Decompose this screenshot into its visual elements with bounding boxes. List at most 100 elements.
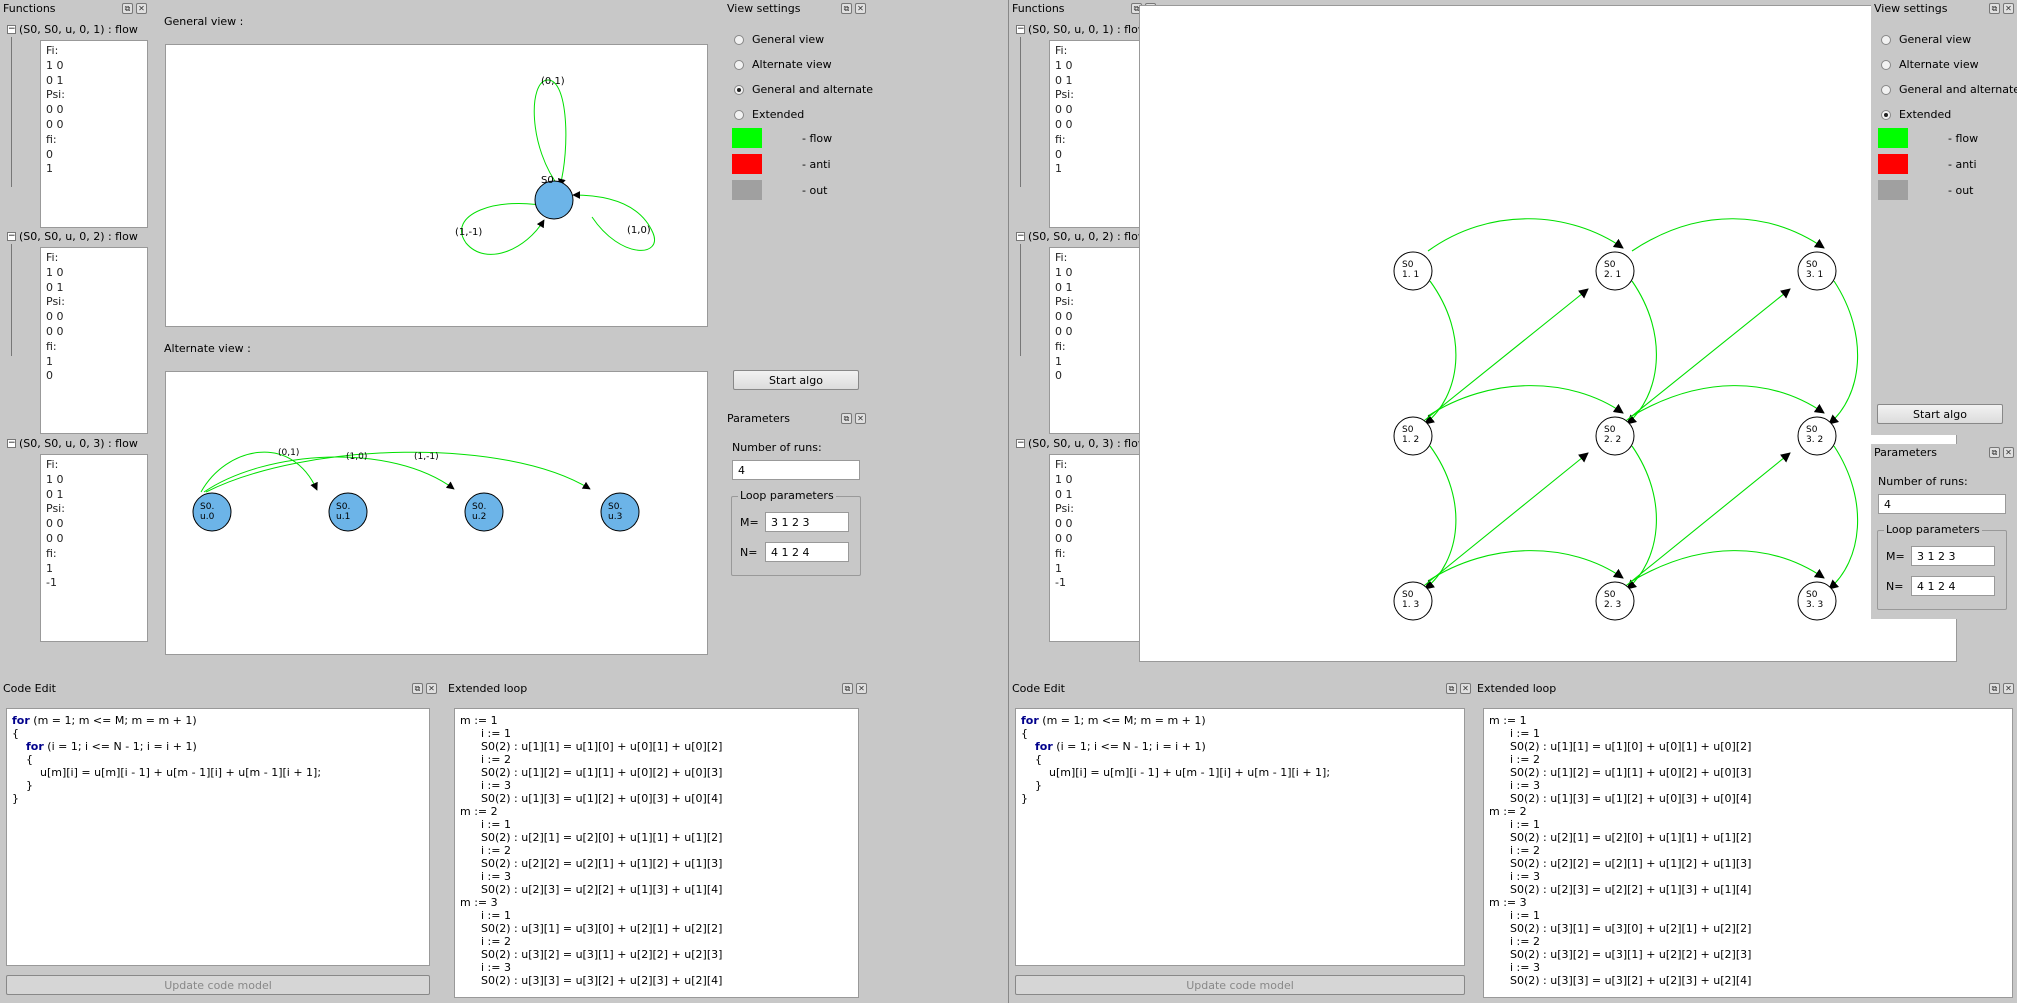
function-header[interactable]: − (S0, S0, u, 0, 1) : flow	[7, 23, 138, 36]
node-sublabel: u.1	[336, 512, 350, 522]
loop-edge-top	[534, 80, 566, 188]
code-edit-dock: Code Edit ⧉ ✕ for (m = 1; m <= M; m = m +…	[1009, 680, 1474, 1003]
collapse-icon[interactable]: −	[1016, 439, 1025, 448]
node-sublabel: 3. 1	[1806, 270, 1823, 280]
edge-13-22	[1420, 453, 1588, 589]
edge-12-21	[1420, 289, 1588, 424]
float-button[interactable]: ⧉	[841, 3, 852, 14]
float-button[interactable]: ⧉	[842, 683, 853, 694]
close-button[interactable]: ✕	[136, 3, 147, 14]
edge-32-33	[1829, 446, 1858, 589]
close-button[interactable]: ✕	[855, 3, 866, 14]
extended-loop-text[interactable]: m := 1 i := 1 S0(2) : u[1][1] = u[1][0] …	[454, 708, 859, 998]
close-button[interactable]: ✕	[2003, 3, 2014, 14]
edge-u0-u2	[204, 457, 454, 492]
m-label: M=	[1886, 550, 1905, 563]
node-sublabel: 3. 3	[1806, 600, 1823, 610]
functions-dock: Functions ⧉✕ −(S0, S0, u, 0, 1) : flow F…	[1009, 0, 1159, 672]
start-algo-button[interactable]: Start algo	[1877, 404, 2003, 424]
n-input[interactable]: 4 1 2 4	[1911, 576, 1995, 596]
functions-dock: Functions ⧉✕ −(S0, S0, u, 0, 1) : flow F…	[0, 0, 150, 672]
start-algo-button[interactable]: Start algo	[733, 370, 859, 390]
n-label: N=	[1886, 580, 1903, 593]
edge-31-32	[1829, 281, 1858, 424]
general-view-label: General view :	[164, 15, 243, 28]
collapse-icon[interactable]: −	[7, 439, 16, 448]
float-button[interactable]: ⧉	[1989, 447, 2000, 458]
general-view-canvas[interactable]: S0 (0,1) (1,-1) (1,0)	[165, 44, 708, 327]
m-input[interactable]: 3 1 2 3	[1911, 546, 1995, 566]
m-input[interactable]: 3 1 2 3	[765, 512, 849, 532]
edge-label: (1,-1)	[414, 452, 439, 462]
extended-loop-text[interactable]: m := 1 i := 1 S0(2) : u[1][1] = u[1][0] …	[1483, 708, 2013, 998]
alternate-view-label: Alternate view :	[164, 342, 251, 355]
close-button[interactable]: ✕	[426, 683, 437, 694]
radio-general-and-alternate[interactable]: General and alternate	[1881, 83, 2017, 96]
collapse-icon[interactable]: −	[1016, 232, 1025, 241]
function-details: Fi: 1 00 1 Psi: 0 00 0 fi: 1 -1	[40, 454, 148, 642]
n-label: N=	[740, 546, 757, 559]
close-button[interactable]: ✕	[856, 683, 867, 694]
radio-icon	[734, 85, 744, 95]
parameters-dock: Parameters ⧉ ✕ Number of runs: 4 Loop par…	[724, 410, 869, 585]
runs-input[interactable]: 4	[1878, 494, 2006, 514]
radio-alternate-view[interactable]: Alternate view	[1881, 58, 1979, 71]
float-button[interactable]: ⧉	[1446, 683, 1457, 694]
code-editor[interactable]: for (m = 1; m <= M; m = m + 1) { for (i …	[1015, 708, 1465, 966]
update-code-model-button[interactable]: Update code model	[1015, 975, 1465, 995]
collapse-icon[interactable]: −	[7, 25, 16, 34]
radio-general-and-alternate[interactable]: General and alternate	[734, 83, 873, 96]
radio-alternate-view[interactable]: Alternate view	[734, 58, 832, 71]
radio-icon	[1881, 60, 1891, 70]
close-button[interactable]: ✕	[2003, 683, 2014, 694]
loop-label-right: (1,0)	[627, 225, 651, 236]
node-label: S0	[1806, 590, 1818, 600]
function-details: Fi: 1 00 1 Psi: 0 00 0 fi: 1 0	[40, 247, 148, 434]
runs-label: Number of runs:	[732, 441, 822, 454]
runs-input[interactable]: 4	[732, 460, 860, 480]
function-header[interactable]: − (S0, S0, u, 0, 3) : flow	[1016, 437, 1147, 450]
float-button[interactable]: ⧉	[1989, 3, 2000, 14]
code-editor[interactable]: for (m = 1; m <= M; m = m + 1) { for (i …	[6, 708, 430, 966]
float-button[interactable]: ⧉	[122, 3, 133, 14]
function-header[interactable]: − (S0, S0, u, 0, 2) : flow	[7, 230, 138, 243]
edge-22-32	[1632, 386, 1824, 416]
radio-general-view[interactable]: General view	[734, 33, 824, 46]
function-header[interactable]: − (S0, S0, u, 0, 3) : flow	[7, 437, 138, 450]
radio-extended[interactable]: Extended	[1881, 108, 1951, 121]
update-code-model-button[interactable]: Update code model	[6, 975, 430, 995]
n-input[interactable]: 4 1 2 4	[765, 542, 849, 562]
collapse-icon[interactable]: −	[1016, 25, 1025, 34]
radio-general-view[interactable]: General view	[1881, 33, 1971, 46]
alternate-view-canvas[interactable]: S0. u.0 S0. u.1 S0. u.2 S0. u.3 (0,1) (1,0) …	[165, 371, 708, 655]
radio-icon	[1881, 110, 1891, 120]
code-edit-title: Code Edit	[0, 680, 440, 697]
close-button[interactable]: ✕	[2003, 447, 2014, 458]
node-label: S0	[1806, 260, 1818, 270]
float-button[interactable]: ⧉	[1989, 683, 2000, 694]
parameters-dock: Parameters ⧉ ✕ Number of runs: 4 Loop par…	[1871, 444, 2017, 619]
radio-icon	[734, 35, 744, 45]
function-header[interactable]: − (S0, S0, u, 0, 1) : flow	[1016, 23, 1147, 36]
extended-view-canvas[interactable]: S0 1. 1 S0 2. 1 S0 3. 1 S0 1. 2 S0 2. 2 S0 3. …	[1139, 5, 1957, 662]
radio-extended[interactable]: Extended	[734, 108, 804, 121]
float-button[interactable]: ⧉	[412, 683, 423, 694]
node-label: S0	[1604, 590, 1616, 600]
node-s0	[535, 181, 573, 219]
close-button[interactable]: ✕	[855, 413, 866, 424]
extended-loop-title: Extended loop	[445, 680, 870, 697]
collapse-icon[interactable]: −	[7, 232, 16, 241]
function-header[interactable]: − (S0, S0, u, 0, 2) : flow	[1016, 230, 1147, 243]
float-button[interactable]: ⧉	[841, 413, 852, 424]
extended-view-graph: S01. 1 S02. 1 S03. 1 S01. 2 S02. 2 S03. …	[1140, 6, 1958, 663]
code-edit-dock: Code Edit ⧉ ✕ for (m = 1; m <= M; m = m +…	[0, 680, 440, 1003]
close-button[interactable]: ✕	[1460, 683, 1471, 694]
